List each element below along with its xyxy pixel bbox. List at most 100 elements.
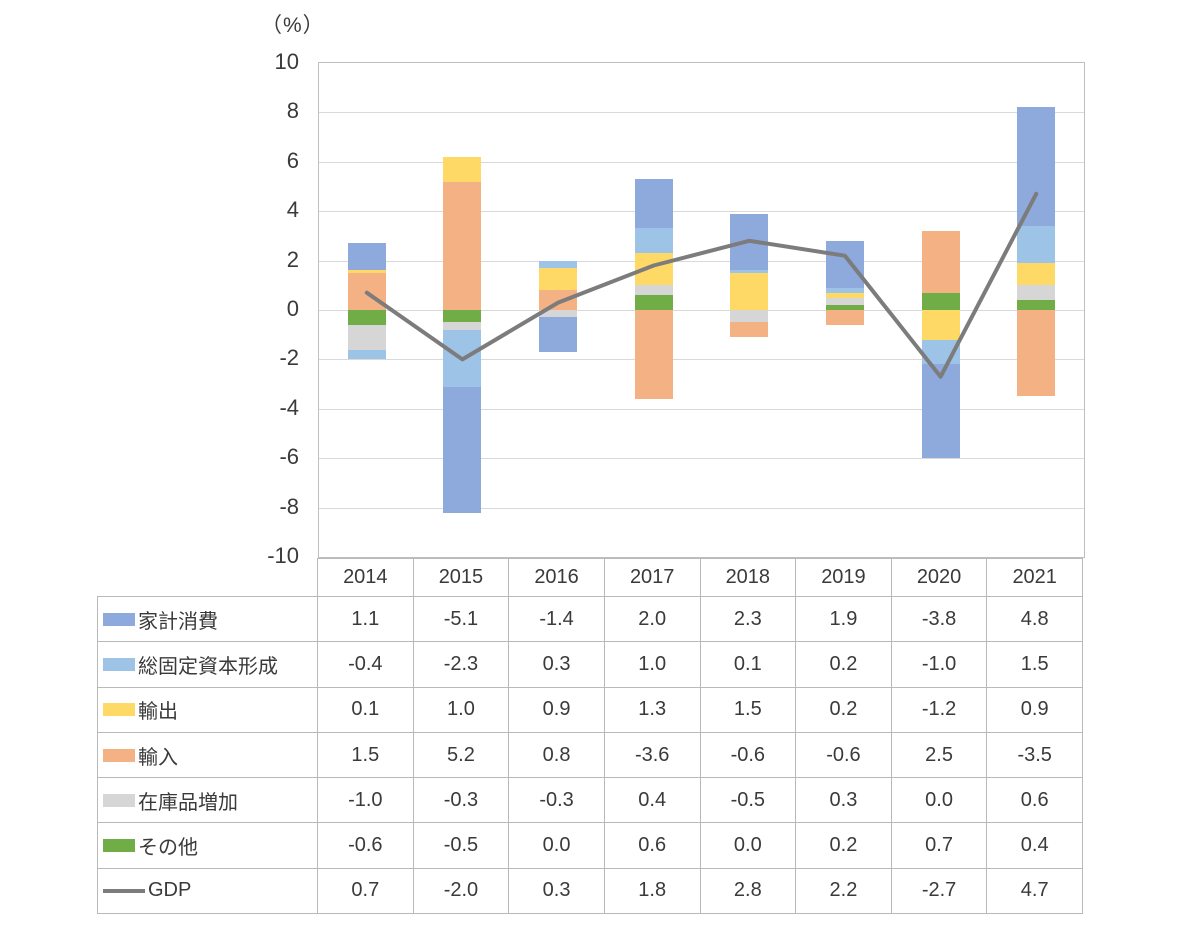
bar-segment-総固定資本形成-2014: [347, 349, 386, 360]
y-axis-tick-label: 4: [286, 197, 299, 223]
y-axis-tick-label: -10: [267, 543, 299, 568]
value-cell-その他-2021: 0.4: [986, 822, 1083, 869]
value-cell-輸入-2016: 0.8: [508, 731, 605, 779]
legend-cell-在庫品増加: 在庫品増加: [97, 777, 318, 824]
gdp-line: [364, 191, 1039, 379]
value-cell-在庫品増加-2018: -0.5: [699, 777, 797, 824]
value-cell-その他-2018: 0.0: [699, 822, 797, 869]
value-cell-GDP-2016: 0.3: [508, 867, 605, 915]
bar-segment-在庫品増加-2014: [347, 324, 386, 350]
y-axis-tick-label: 10: [274, 49, 299, 74]
value-cell-在庫品増加-2015: -0.3: [412, 777, 510, 824]
value-cell-その他-2019: 0.2: [795, 822, 892, 869]
value-cell-輸出-2014: 0.1: [317, 686, 414, 733]
value-cell-在庫品増加-2014: -1.0: [317, 777, 414, 824]
legend-entry: 総固定資本形成: [99, 650, 317, 679]
table-row-輸出: 輸出 0.1 1.0 0.9 1.3 1.5 0.2 -1.2 0.9: [97, 686, 1083, 733]
value-cell-在庫品増加-2017: 0.4: [603, 777, 701, 824]
gridline: [319, 359, 1084, 361]
legend-cell-総固定資本形成: 総固定資本形成: [97, 641, 318, 688]
value-cell-家計消費-2020: -3.8: [890, 595, 988, 643]
plot-area: [318, 62, 1085, 558]
legend-cell-輸入: 輸入: [97, 731, 318, 779]
bar-segment-その他-2015: [443, 310, 482, 323]
value-cell-GDP-2019: 2.2: [795, 867, 892, 915]
value-cell-GDP-2020: -2.7: [890, 867, 988, 915]
bar-segment-輸出-2016: [539, 268, 578, 291]
bar-segment-在庫品増加-2016: [539, 310, 578, 318]
y-axis-tick-label: 8: [286, 98, 299, 124]
bar-segment-総固定資本形成-2016: [539, 260, 578, 268]
gridline: [319, 112, 1084, 114]
legend-swatch-icon: [103, 612, 135, 626]
gridline: [319, 211, 1084, 213]
bar-segment-その他-2014: [347, 310, 386, 325]
gdp-line-legend-marker-icon: [103, 888, 145, 893]
legend-cell-輸出: 輸出: [97, 686, 318, 733]
value-cell-総固定資本形成-2020: -1.0: [890, 641, 988, 688]
y-axis-tick-label: -2: [279, 345, 299, 371]
bar-segment-在庫品増加-2021: [1017, 285, 1056, 301]
bar-segment-輸入-2020: [921, 230, 960, 293]
value-cell-家計消費-2016: -1.4: [508, 595, 605, 643]
table-row-輸入: 輸入 1.5 5.2 0.8 -3.6 -0.6 -0.6 2.5 -3.5: [97, 731, 1083, 779]
bar-segment-輸入-2019: [825, 310, 864, 325]
value-cell-総固定資本形成-2015: -2.3: [412, 641, 510, 688]
value-cell-輸入-2021: -3.5: [986, 731, 1083, 779]
year-header-2018: 2018: [699, 558, 797, 597]
bar-segment-輸出-2021: [1017, 263, 1056, 286]
legend-entry: GDP: [99, 879, 317, 902]
value-cell-GDP-2014: 0.7: [317, 867, 414, 915]
bar-segment-輸出-2019: [825, 292, 864, 298]
legend-entry: 輸出: [99, 695, 317, 724]
series-name-label: 輸出: [138, 701, 178, 724]
value-cell-家計消費-2021: 4.8: [986, 595, 1083, 643]
legend-cell-その他: その他: [97, 822, 318, 869]
value-cell-輸入-2015: 5.2: [412, 731, 510, 779]
bar-segment-輸出-2014: [347, 270, 386, 273]
legend-entry: 在庫品増加: [99, 786, 317, 815]
value-cell-在庫品増加-2020: 0.0: [890, 777, 988, 824]
bar-segment-在庫品増加-2017: [634, 285, 673, 296]
bar-segment-家計消費-2014: [347, 243, 386, 271]
legend-cell-GDP: GDP: [97, 867, 318, 915]
bar-segment-家計消費-2021: [1017, 107, 1056, 226]
bar-segment-総固定資本形成-2021: [1017, 226, 1056, 264]
bar-segment-家計消費-2019: [825, 240, 864, 288]
bar-segment-輸入-2021: [1017, 310, 1056, 397]
value-cell-その他-2020: 0.7: [890, 822, 988, 869]
bar-segment-輸入-2015: [443, 181, 482, 310]
value-cell-総固定資本形成-2021: 1.5: [986, 641, 1083, 688]
y-axis-tick-label: 6: [286, 147, 299, 173]
value-cell-在庫品増加-2016: -0.3: [508, 777, 605, 824]
gridline: [319, 161, 1084, 163]
bar-segment-在庫品増加-2018: [730, 310, 769, 323]
legend-entry: その他: [99, 831, 317, 860]
legend-swatch-icon: [103, 748, 135, 762]
year-header-2020: 2020: [890, 558, 988, 597]
value-cell-輸出-2021: 0.9: [986, 686, 1083, 733]
bar-segment-総固定資本形成-2017: [634, 228, 673, 254]
bar-segment-その他-2017: [634, 295, 673, 310]
bar-segment-その他-2021: [1017, 300, 1056, 310]
value-cell-GDP-2021: 4.7: [986, 867, 1083, 915]
y-axis-tick-label: -4: [279, 394, 299, 420]
year-header-2016: 2016: [508, 558, 605, 597]
series-name-label: 輸入: [138, 746, 178, 769]
year-header-2015: 2015: [412, 558, 510, 597]
series-name-label: 家計消費: [138, 610, 218, 633]
bar-segment-家計消費-2015: [443, 386, 482, 513]
value-cell-家計消費-2014: 1.1: [317, 595, 414, 643]
value-cell-輸出-2020: -1.2: [890, 686, 988, 733]
value-cell-輸入-2019: -0.6: [795, 731, 892, 779]
year-header-2014: 2014: [317, 558, 414, 597]
bar-segment-輸入-2017: [634, 310, 673, 399]
table-row-総固定資本形成: 総固定資本形成 -0.4 -2.3 0.3 1.0 0.1 0.2 -1.0 1.5: [97, 641, 1083, 688]
bar-segment-家計消費-2020: [921, 364, 960, 459]
bar-segment-家計消費-2016: [539, 317, 578, 352]
value-cell-家計消費-2017: 2.0: [603, 595, 701, 643]
series-name-label: その他: [138, 837, 198, 860]
table-row-GDP: GDP 0.7 -2.0 0.3 1.8 2.8 2.2 -2.7 4.7: [97, 867, 1083, 915]
value-cell-その他-2015: -0.5: [412, 822, 510, 869]
